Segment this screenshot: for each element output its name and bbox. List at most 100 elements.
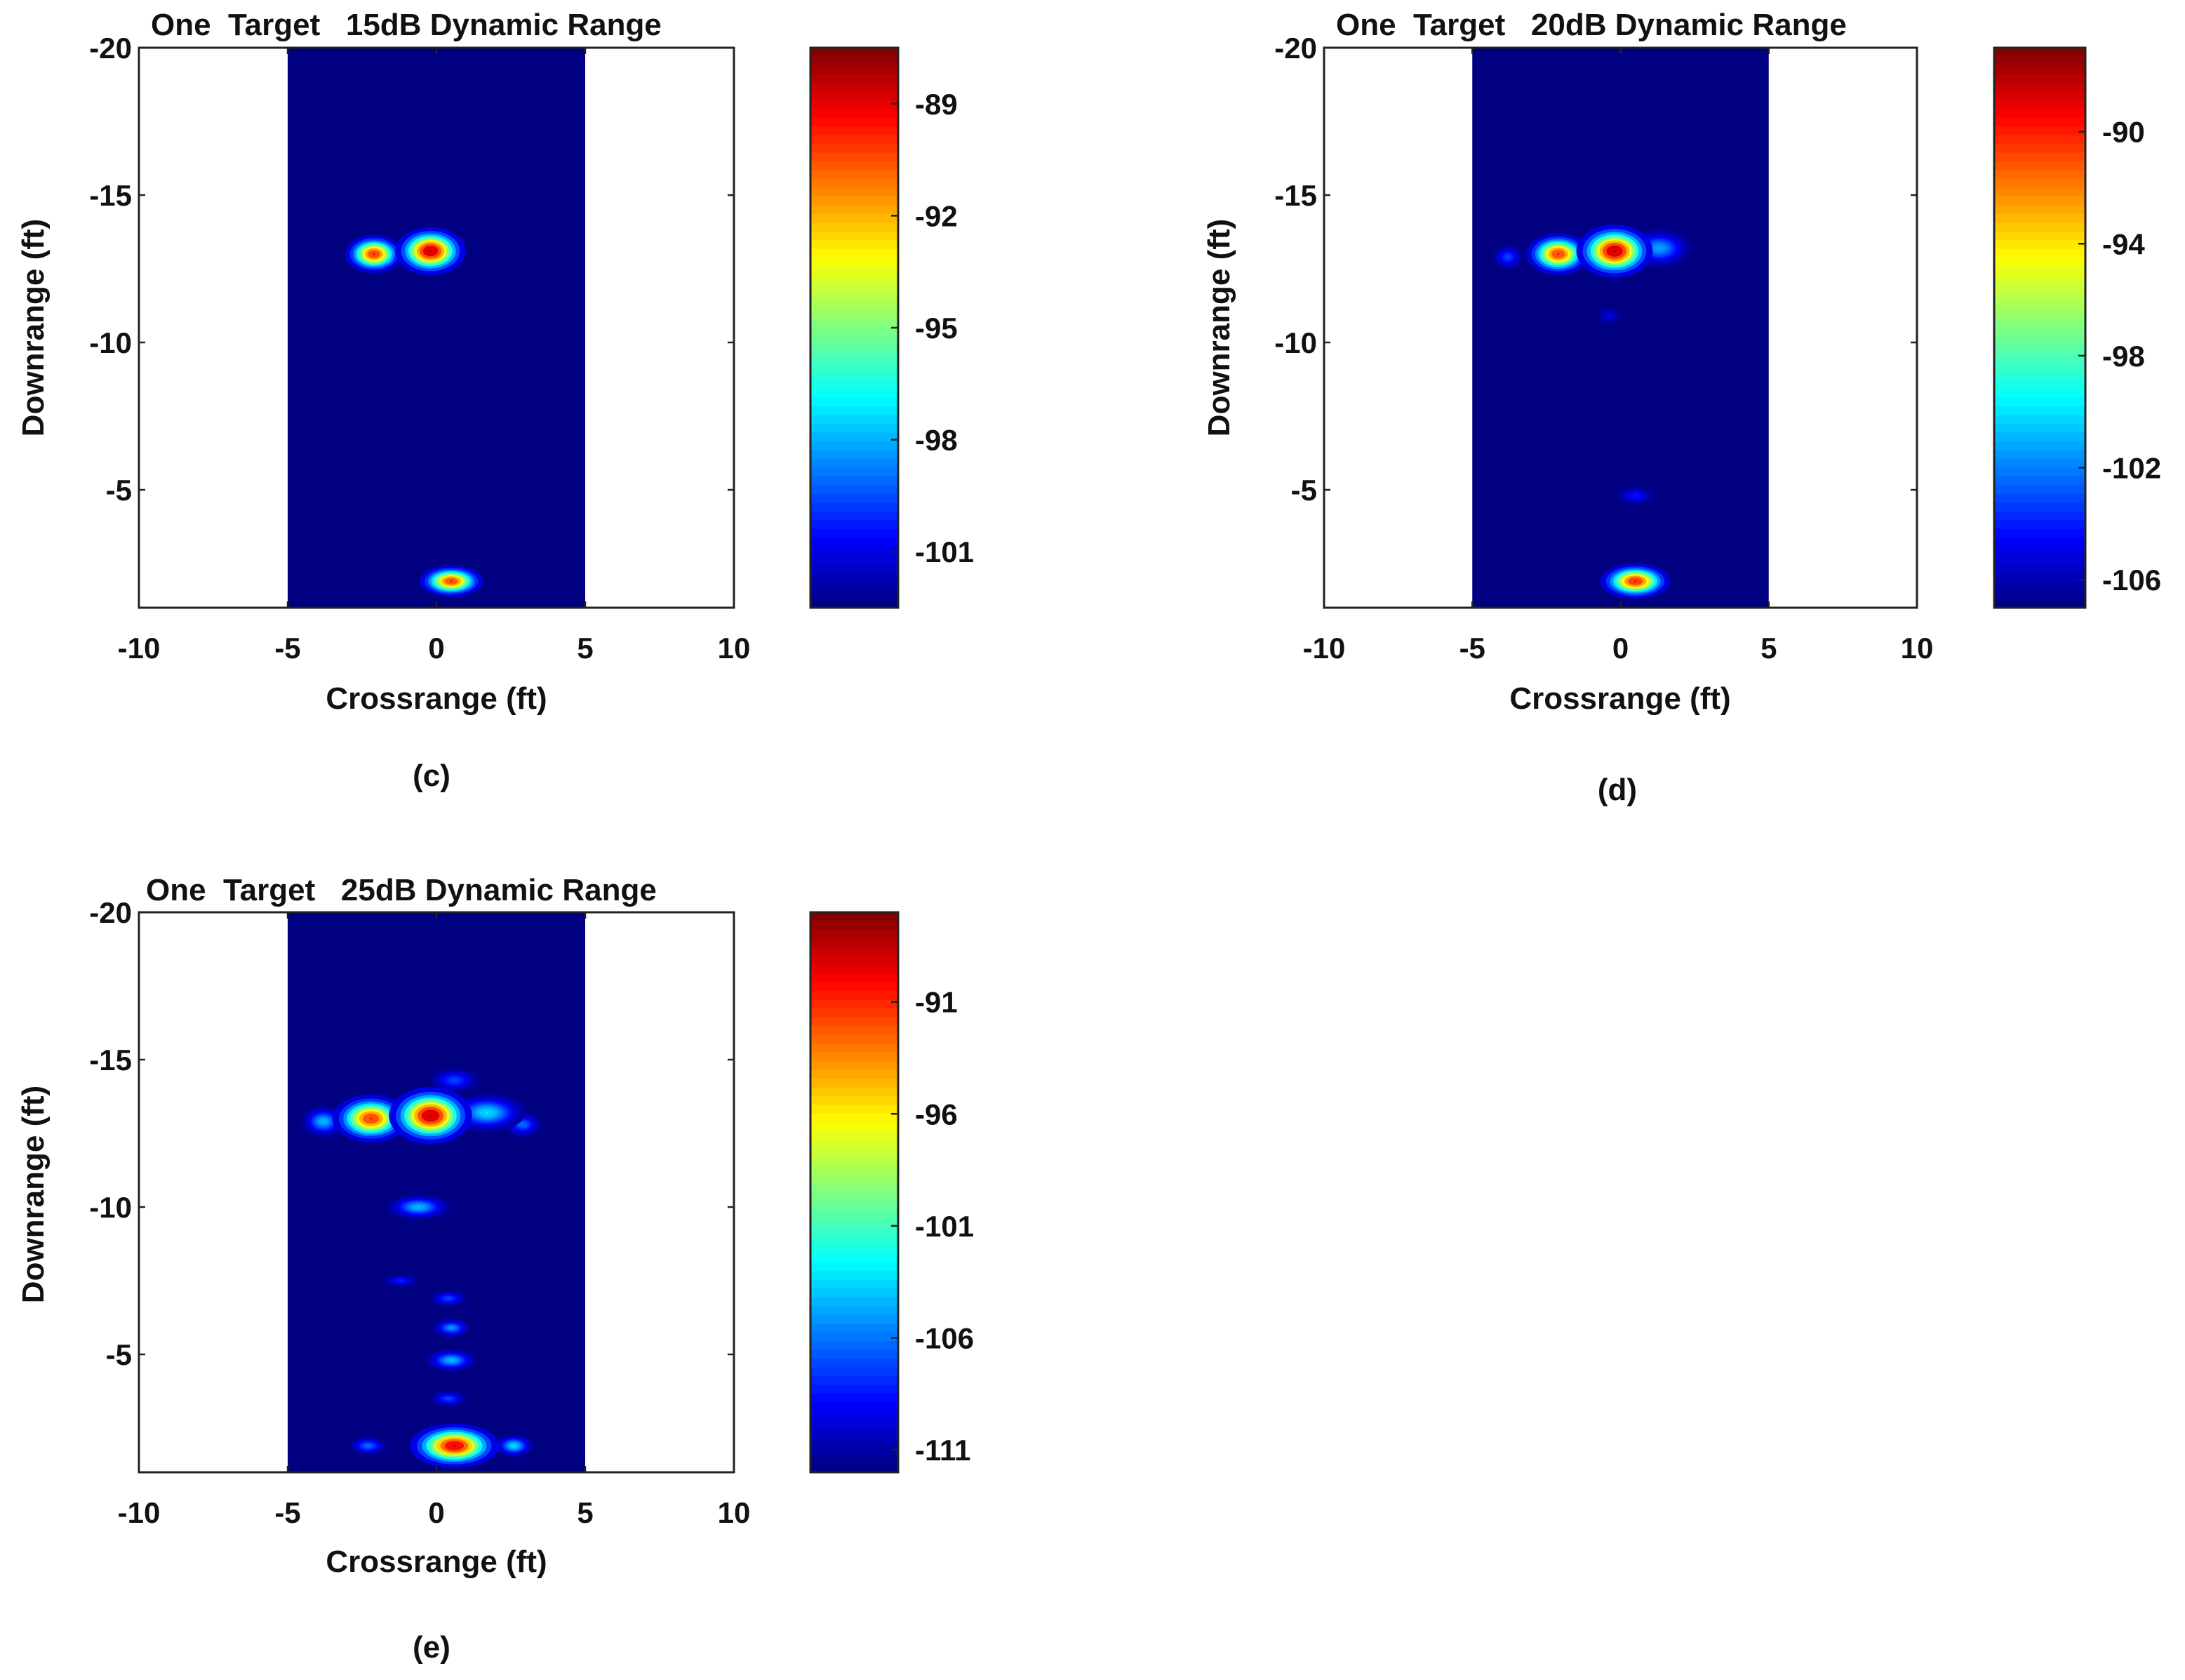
colorbar-segment xyxy=(1994,424,2085,434)
colorbar-tick-label: -89 xyxy=(915,88,958,121)
colorbar-segment xyxy=(1994,213,2085,224)
colorbar-segment xyxy=(1994,179,2085,189)
colorbar-segment xyxy=(810,152,898,162)
colorbar-segment xyxy=(1994,415,2085,425)
colorbar-segment xyxy=(1994,266,2085,276)
y-tick-label: -20 xyxy=(1274,32,1317,65)
colorbar-segment xyxy=(1994,258,2085,267)
colorbar-segment xyxy=(1994,126,2085,136)
colorbar-segment xyxy=(810,354,898,364)
colorbar-segment xyxy=(810,284,898,293)
colorbar-segment xyxy=(810,476,898,486)
colorbar-segment xyxy=(810,1218,898,1228)
panel-d-image-background xyxy=(1472,48,1769,608)
panel-d-hotspot xyxy=(1492,244,1524,270)
x-tick-label: 0 xyxy=(428,632,444,665)
colorbar-segment xyxy=(810,187,898,197)
y-tick-label: -5 xyxy=(106,474,132,507)
panel-d-hotspot xyxy=(1526,233,1591,275)
panel-e-hotspot xyxy=(494,1434,533,1458)
colorbar-segment xyxy=(1994,406,2085,416)
x-tick-label: -10 xyxy=(118,632,161,665)
colorbar-segment xyxy=(810,502,898,512)
colorbar-segment xyxy=(1994,74,2085,84)
colorbar-segment xyxy=(1994,581,2085,591)
x-tick-label: 10 xyxy=(718,1496,751,1529)
colorbar-segment xyxy=(810,319,898,328)
panel-e-hotspot xyxy=(333,1094,410,1143)
colorbar-segment xyxy=(810,432,898,442)
panel-c-xlabel: Crossrange (ft) xyxy=(326,681,547,716)
colorbar-segment xyxy=(1994,275,2085,285)
panel-e-hotspot xyxy=(349,1436,387,1455)
colorbar-segment xyxy=(810,1262,898,1272)
colorbar-segment xyxy=(1994,301,2085,311)
colorbar-segment xyxy=(810,1131,898,1140)
colorbar-segment xyxy=(1994,152,2085,162)
x-tick-label: 0 xyxy=(428,1496,444,1529)
colorbar-segment xyxy=(810,205,898,215)
colorbar-segment xyxy=(810,1402,898,1412)
panel-d-xlabel: Crossrange (ft) xyxy=(1509,681,1730,716)
colorbar-segment xyxy=(810,82,898,93)
x-tick-label: -5 xyxy=(274,1496,300,1529)
panel-d-hotspot xyxy=(1600,563,1671,599)
colorbar-segment xyxy=(1994,205,2085,215)
colorbar-segment xyxy=(810,590,898,600)
colorbar-tick-label: -98 xyxy=(915,424,958,457)
colorbar-segment xyxy=(810,1157,898,1167)
x-tick-label: -10 xyxy=(1303,632,1346,665)
colorbar-segment xyxy=(810,1113,898,1124)
y-tick-label: -20 xyxy=(89,32,132,65)
colorbar-segment xyxy=(810,485,898,495)
colorbar-frame xyxy=(809,911,900,1474)
colorbar-segment xyxy=(810,406,898,416)
colorbar-segment xyxy=(810,1455,898,1465)
colorbar-segment xyxy=(810,144,898,154)
panel-e-hotspot xyxy=(387,1194,451,1220)
colorbar-segment xyxy=(810,135,898,145)
colorbar-segment xyxy=(1994,284,2085,293)
y-tick-label: -15 xyxy=(1274,179,1317,212)
colorbar-segment xyxy=(810,293,898,302)
colorbar-segment xyxy=(1994,91,2085,101)
colorbar-frame xyxy=(1993,46,2087,609)
colorbar-segment xyxy=(810,1324,898,1333)
colorbar-segment xyxy=(810,328,898,338)
colorbar-segment xyxy=(810,389,898,399)
colorbar-tick-label: -102 xyxy=(2102,452,2161,485)
colorbar-segment xyxy=(810,266,898,276)
colorbar-segment xyxy=(810,1358,898,1368)
colorbar-segment xyxy=(1994,56,2085,66)
panel-d-label: (d) xyxy=(1598,773,1637,807)
colorbar-segment xyxy=(810,1446,898,1455)
colorbar-segment xyxy=(810,371,898,381)
y-tick-label: -5 xyxy=(1291,474,1317,507)
colorbar-segment xyxy=(810,248,898,259)
colorbar-segment xyxy=(1994,187,2085,197)
panel-e-label: (e) xyxy=(413,1630,450,1665)
colorbar-segment xyxy=(810,929,898,940)
colorbar-segment xyxy=(810,1340,898,1351)
x-tick-label: 0 xyxy=(1612,632,1629,665)
colorbar-segment xyxy=(1994,310,2085,320)
colorbar-segment xyxy=(1994,502,2085,512)
colorbar-segment xyxy=(1994,590,2085,600)
colorbar-segment xyxy=(1994,564,2085,573)
colorbar-segment xyxy=(810,1411,898,1420)
colorbar-segment xyxy=(810,109,898,119)
colorbar-segment xyxy=(810,493,898,504)
colorbar-segment xyxy=(810,1052,898,1062)
panel-c-colorbar: -89 -92 -95 -98 -101 xyxy=(809,46,974,609)
colorbar-segment xyxy=(810,973,898,983)
x-tick-label: -5 xyxy=(1459,632,1485,665)
colorbar-segment xyxy=(810,1288,898,1298)
colorbar-segment xyxy=(810,213,898,224)
colorbar-segment xyxy=(1994,528,2085,539)
colorbar-segment xyxy=(810,48,898,58)
colorbar-segment xyxy=(810,117,898,128)
colorbar-segment xyxy=(810,1227,898,1237)
colorbar-segment xyxy=(810,964,898,975)
colorbar-segment xyxy=(810,65,898,75)
colorbar-segment xyxy=(810,573,898,582)
